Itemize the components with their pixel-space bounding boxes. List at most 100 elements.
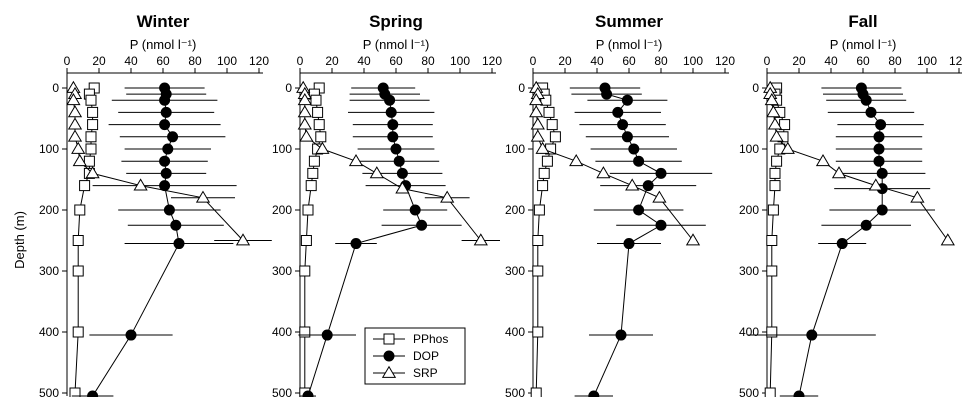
panel-summer: Summer P (nmol l⁻¹) 0 20 40 60 80 100 120 0 100 200…	[505, 12, 735, 397]
point-srp	[815, 153, 831, 167]
point-dop	[806, 329, 818, 341]
x-tick-label: 40	[357, 54, 371, 68]
point-srp	[529, 105, 544, 118]
y-tick-label: 200	[272, 203, 292, 217]
point-dop	[633, 155, 645, 167]
point-srp	[910, 190, 925, 203]
point-dop	[159, 119, 171, 131]
point-srp	[530, 129, 545, 142]
point-dop	[588, 390, 600, 397]
x-tick-label: 60	[156, 54, 170, 68]
point-dop	[865, 106, 877, 118]
point-pphos	[83, 155, 95, 167]
legend-label: DOP	[413, 349, 439, 363]
x-tick-label: 100	[917, 54, 937, 68]
point-srp	[395, 181, 410, 194]
y-tick-label: 200	[505, 203, 525, 217]
x-tick-label: 120	[715, 54, 735, 68]
point-dop	[387, 119, 399, 131]
x-tick-label: 40	[590, 54, 604, 68]
point-srp	[652, 190, 667, 203]
point-pphos	[312, 106, 324, 118]
x-tick-label: 80	[188, 54, 202, 68]
legend: PPhos DOP SRP	[364, 327, 466, 385]
point-pphos	[532, 235, 544, 246]
point-pphos	[766, 326, 778, 338]
y-tick-label: 0	[285, 81, 292, 95]
y-tick-label: 300	[505, 264, 525, 278]
point-pphos	[305, 180, 317, 192]
point-srp	[195, 190, 211, 203]
point-dop	[384, 94, 396, 106]
point-pphos	[300, 235, 312, 246]
x-tick-label: 60	[622, 54, 636, 68]
point-dop	[159, 155, 171, 167]
point-dop	[873, 131, 885, 143]
point-pphos	[779, 119, 791, 131]
point-pphos	[79, 180, 91, 192]
point-dop	[617, 119, 629, 131]
point-dop	[873, 143, 885, 155]
point-srp	[67, 117, 83, 130]
panel-fall: Fall P (nmol l⁻¹) 0 20 40 60 80 100 120 0 100 200 30…	[739, 12, 962, 397]
point-pphos	[72, 326, 84, 338]
point-pphos	[87, 106, 99, 118]
point-dop	[860, 94, 872, 106]
point-srp	[315, 141, 330, 154]
x-tick-label: 100	[683, 54, 703, 68]
point-srp	[348, 153, 364, 167]
point-srp	[530, 117, 545, 130]
x-tick-label: 40	[824, 54, 838, 68]
point-srp	[764, 92, 779, 106]
point-srp	[66, 92, 81, 106]
point-dop	[876, 167, 888, 179]
point-dop	[167, 131, 179, 143]
point-pphos	[85, 94, 97, 106]
point-pphos	[541, 155, 553, 167]
point-pphos	[74, 204, 86, 216]
panel-x-label: P (nmol l⁻¹)	[130, 37, 197, 52]
point-pphos	[530, 387, 542, 397]
point-dop	[321, 329, 333, 341]
x-tick-label: 20	[325, 54, 339, 68]
y-tick-label: 400	[272, 325, 292, 339]
point-dop	[601, 88, 613, 100]
y-tick-label: 500	[739, 386, 759, 397]
point-pphos	[543, 106, 555, 118]
point-dop	[628, 143, 640, 155]
x-tick-label: 20	[792, 54, 806, 68]
y-tick-label: 300	[739, 264, 759, 278]
point-srp	[529, 92, 544, 106]
panel-title: Fall	[848, 12, 877, 31]
point-dop	[875, 119, 887, 131]
y-axis-label: Depth (m)	[12, 211, 27, 269]
y-tick-label: 100	[39, 142, 59, 156]
x-tick-label: 0	[530, 54, 537, 68]
point-srp	[235, 233, 251, 246]
x-tick-label: 120	[482, 54, 502, 68]
point-pphos	[307, 167, 319, 179]
point-dop	[873, 155, 885, 167]
point-pphos	[308, 155, 320, 167]
panel-x-label: P (nmol l⁻¹)	[830, 37, 897, 52]
x-tick-label: 80	[421, 54, 435, 68]
series-line-dop	[92, 87, 180, 397]
point-pphos	[85, 131, 97, 143]
point-pphos	[766, 265, 778, 277]
point-srp	[72, 153, 87, 167]
point-dop	[793, 390, 805, 397]
point-dop	[387, 131, 399, 143]
x-tick-label: 80	[654, 54, 668, 68]
panel-title: Summer	[595, 12, 663, 31]
point-srp	[67, 129, 83, 142]
point-srp	[440, 190, 455, 203]
point-pphos	[549, 131, 561, 143]
panel-title: Spring	[369, 12, 423, 31]
point-pphos	[299, 326, 311, 338]
point-pphos	[87, 119, 99, 131]
point-srp	[780, 141, 795, 154]
point-dop	[162, 143, 174, 155]
point-dop	[385, 106, 397, 118]
panel-x-label: P (nmol l⁻¹)	[363, 37, 430, 52]
x-tick-label: 0	[64, 54, 71, 68]
